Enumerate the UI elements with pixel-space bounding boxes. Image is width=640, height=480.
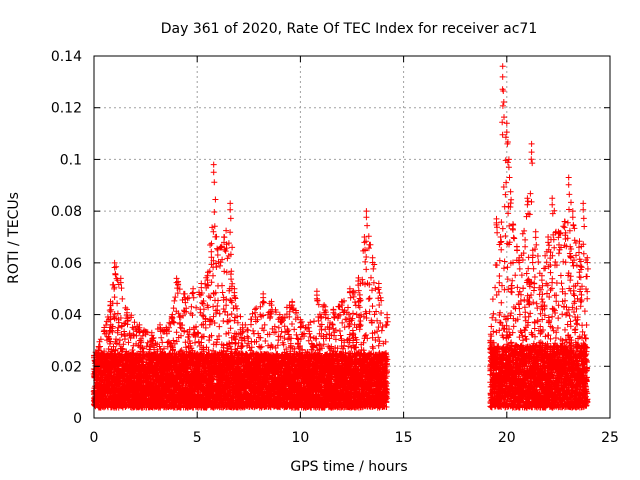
x-axis-title: GPS time / hours <box>290 459 407 475</box>
y-tick-label: 0.1 <box>60 152 82 168</box>
ticks-layer: 0 5 10 15 20 25 0 0.02 0.04 0.06 0.08 0.1 0.12 0.14 <box>51 49 619 446</box>
x-tick-label: 25 <box>601 430 619 446</box>
x-tick-label: 10 <box>291 430 309 446</box>
x-tick-label: 15 <box>395 430 413 446</box>
y-tick-label: 0.08 <box>51 204 82 220</box>
chart-title: Day 361 of 2020, Rate Of TEC Index for r… <box>161 21 537 37</box>
y-tick-label: 0.06 <box>51 256 82 272</box>
x-tick-label: 0 <box>90 430 99 446</box>
y-tick-label: 0.14 <box>51 49 82 65</box>
y-tick-label: 0.02 <box>51 359 82 375</box>
x-tick-label: 5 <box>193 430 202 446</box>
x-tick-label: 20 <box>498 430 516 446</box>
y-axis-title: ROTI / TECUs <box>6 192 22 284</box>
grid-layer <box>94 56 610 418</box>
plot-frame <box>93 55 611 419</box>
y-tick-label: 0 <box>73 411 82 427</box>
y-tick-label: 0.12 <box>51 101 82 117</box>
y-tick-label: 0.04 <box>51 308 82 324</box>
